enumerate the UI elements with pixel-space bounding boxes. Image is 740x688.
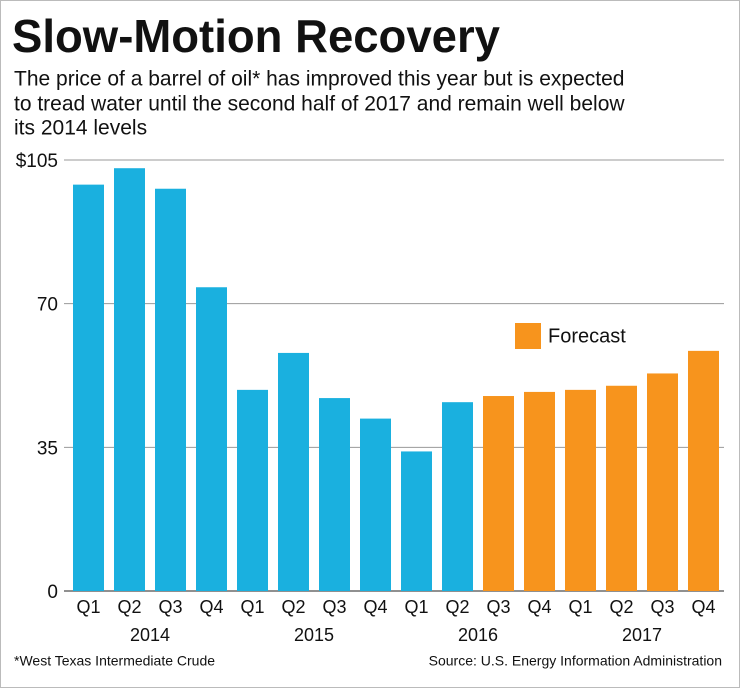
x-tick-label: Q1 bbox=[404, 597, 428, 617]
y-tick-label: 35 bbox=[37, 438, 58, 459]
subtitle: The price of a barrel of oil* has improv… bbox=[14, 68, 624, 91]
x-tick-label: Q3 bbox=[486, 597, 510, 617]
x-tick-label: Q3 bbox=[158, 597, 182, 617]
bar bbox=[524, 391, 555, 591]
x-tick-label: Q3 bbox=[322, 597, 346, 617]
y-tick-label: 70 bbox=[37, 295, 58, 316]
bar bbox=[606, 385, 637, 591]
year-label: 2014 bbox=[130, 625, 170, 645]
x-tick-label: Q2 bbox=[609, 597, 633, 617]
bar bbox=[278, 352, 309, 591]
year-label: 2016 bbox=[458, 625, 498, 645]
x-tick-label: Q1 bbox=[240, 597, 264, 617]
bar bbox=[319, 398, 350, 591]
bar bbox=[114, 168, 145, 591]
x-tick-label: Q2 bbox=[281, 597, 305, 617]
y-tick-label: $105 bbox=[16, 151, 58, 172]
x-tick-label: Q4 bbox=[199, 597, 223, 617]
x-tick-label: Q4 bbox=[527, 597, 551, 617]
bar bbox=[442, 402, 473, 591]
x-tick-label: Q4 bbox=[691, 597, 715, 617]
bar bbox=[565, 389, 596, 591]
x-tick-label: Q1 bbox=[568, 597, 592, 617]
subtitle: its 2014 levels bbox=[14, 117, 147, 140]
chart-title: Slow-Motion Recovery bbox=[12, 10, 500, 62]
bar bbox=[73, 184, 104, 591]
footnote: *West Texas Intermediate Crude bbox=[14, 653, 215, 669]
bar bbox=[401, 451, 432, 591]
x-tick-label: Q4 bbox=[363, 597, 387, 617]
x-tick-label: Q2 bbox=[445, 597, 469, 617]
subtitle: to tread water until the second half of … bbox=[14, 93, 625, 116]
bar bbox=[483, 396, 514, 591]
bar bbox=[688, 350, 719, 591]
legend-swatch bbox=[515, 323, 541, 349]
x-tick-label: Q1 bbox=[76, 597, 100, 617]
x-tick-label: Q3 bbox=[650, 597, 674, 617]
legend-label: Forecast bbox=[548, 325, 626, 347]
bar bbox=[360, 418, 391, 591]
bar bbox=[237, 389, 268, 591]
year-label: 2015 bbox=[294, 625, 334, 645]
bar bbox=[647, 373, 678, 591]
x-tick-label: Q2 bbox=[117, 597, 141, 617]
year-label: 2017 bbox=[622, 625, 662, 645]
y-tick-label: 0 bbox=[47, 582, 58, 603]
bar bbox=[155, 188, 186, 591]
bar bbox=[196, 287, 227, 591]
source: Source: U.S. Energy Information Administ… bbox=[429, 653, 722, 669]
